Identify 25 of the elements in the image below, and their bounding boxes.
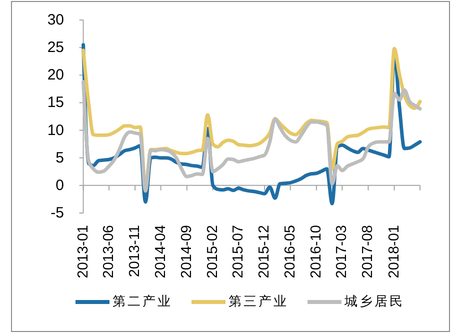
line-series: [82, 80, 422, 193]
x-tick-label: 2017-03: [334, 225, 350, 278]
x-tick-label: 2013-06: [101, 225, 118, 278]
x-tick-label: 2015-12: [256, 225, 273, 278]
legend-label: 第二产业: [112, 294, 172, 310]
x-tick-label: 2014-04: [152, 225, 169, 278]
x-tick-label: 2013-11: [127, 225, 144, 278]
y-tick-label: 15: [47, 94, 64, 112]
x-tick-label: 2016-10: [308, 225, 324, 278]
y-tick-label: 25: [47, 39, 64, 56]
y-tick-label: -5: [50, 204, 64, 222]
legend-label: 城乡居民: [344, 294, 404, 310]
legend-label: 第三产业: [228, 294, 288, 310]
x-tick-label: 2017-08: [360, 225, 376, 278]
x-tick-label: 2015-02: [204, 225, 221, 278]
y-tick-label: 5: [56, 149, 64, 166]
y-tick-label: 10: [47, 122, 64, 139]
y-tick-label: 0: [56, 176, 64, 194]
x-tick-label: 2018-01: [386, 225, 402, 278]
y-tick-label: 20: [47, 66, 64, 84]
x-tick-label: 2013-01: [75, 225, 92, 278]
x-tick-label: 2016-05: [282, 225, 298, 278]
x-tick-label: 2015-07: [230, 225, 246, 278]
x-tick-label: 2014-09: [178, 225, 195, 278]
y-tick-label: 30: [47, 12, 64, 28]
